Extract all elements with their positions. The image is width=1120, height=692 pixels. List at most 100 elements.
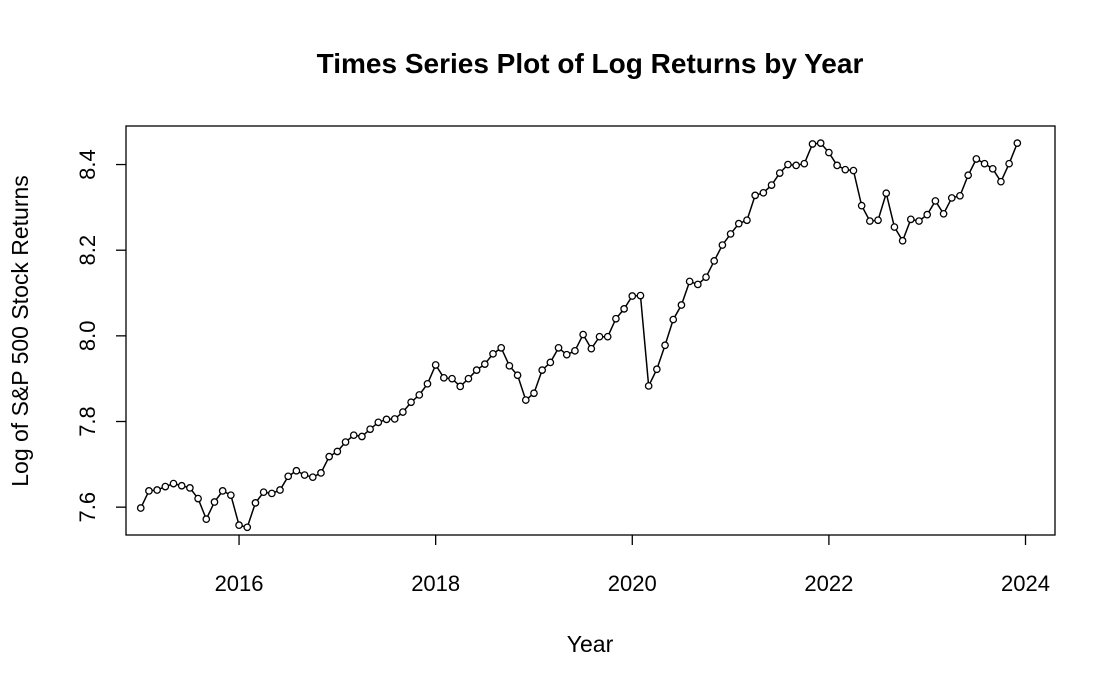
- data-point: [685, 277, 694, 286]
- data-point: [612, 314, 620, 323]
- data-point: [358, 432, 366, 441]
- data-point: [931, 197, 940, 205]
- data-point: [874, 216, 882, 225]
- data-point: [784, 160, 792, 169]
- data-point: [513, 371, 522, 380]
- data-point: [710, 257, 719, 265]
- data-point: [145, 487, 153, 495]
- data-point: [530, 389, 538, 398]
- data-point: [202, 515, 211, 524]
- data-point: [980, 159, 989, 168]
- data-point: [636, 291, 645, 300]
- data-point: [743, 216, 751, 225]
- data-point: [661, 341, 669, 350]
- x-tick-label: 2022: [804, 571, 853, 596]
- data-point: [554, 343, 563, 352]
- data-point: [227, 491, 235, 500]
- data-point: [759, 188, 768, 197]
- data-point: [595, 332, 604, 341]
- x-tick-label: 2024: [1001, 571, 1050, 596]
- data-point: [792, 161, 800, 170]
- data-point: [915, 217, 923, 225]
- data-point: [775, 169, 784, 177]
- data-point: [1013, 139, 1022, 147]
- data-point: [538, 366, 547, 374]
- data-point: [620, 305, 628, 313]
- data-point: [333, 447, 342, 456]
- data-point: [407, 398, 415, 407]
- data-point: [505, 361, 514, 370]
- data-point: [308, 473, 317, 482]
- data-point: [423, 379, 432, 388]
- x-tick-label: 2018: [411, 571, 460, 596]
- x-tick-label: 2016: [215, 571, 264, 596]
- data-point: [390, 415, 399, 423]
- data-point: [497, 343, 506, 352]
- y-tick-label: 8.2: [75, 235, 100, 266]
- data-point: [579, 330, 587, 339]
- data-point: [726, 230, 735, 238]
- data-point: [267, 489, 276, 498]
- data-point: [521, 396, 530, 404]
- data-point: [718, 241, 727, 249]
- data-point: [947, 194, 956, 202]
- y-tick-label: 7.6: [75, 492, 100, 523]
- y-tick-label: 7.8: [75, 406, 100, 437]
- data-point: [259, 488, 268, 497]
- data-point: [136, 504, 145, 512]
- series-line: [140, 142, 1019, 529]
- data-point: [153, 486, 161, 494]
- data-point: [382, 415, 391, 424]
- data-point: [988, 164, 997, 173]
- data-point: [767, 181, 776, 189]
- data-point: [317, 469, 325, 477]
- data-point: [546, 358, 555, 367]
- data-point: [1005, 159, 1013, 168]
- data-point: [218, 487, 227, 495]
- data-point: [431, 361, 440, 369]
- x-axis-label: Year: [567, 631, 614, 657]
- data-point: [448, 374, 456, 383]
- data-point: [808, 140, 817, 148]
- data-point: [906, 215, 915, 224]
- x-tick-label: 2020: [608, 571, 657, 596]
- data-point: [472, 366, 481, 374]
- data-point: [587, 344, 596, 353]
- data-point: [489, 349, 497, 358]
- data-point: [374, 418, 383, 427]
- data-point: [284, 472, 293, 481]
- data-point: [251, 499, 260, 507]
- data-point: [972, 155, 981, 163]
- data-point: [866, 217, 874, 225]
- data-point: [669, 315, 678, 324]
- data-point-markers: [136, 139, 1022, 532]
- data-point: [349, 431, 358, 440]
- data-point: [161, 482, 170, 491]
- data-point: [628, 292, 637, 300]
- y-axis-label: Log of S&P 500 Stock Returns: [7, 175, 33, 487]
- data-point: [702, 273, 710, 282]
- data-point: [169, 479, 178, 488]
- data-point: [825, 148, 833, 157]
- data-point: [480, 360, 489, 368]
- data-point: [800, 159, 809, 168]
- y-tick-label: 8.4: [75, 149, 100, 180]
- data-point: [464, 374, 473, 383]
- data-point: [243, 523, 252, 532]
- data-point: [693, 280, 702, 289]
- data-point: [890, 223, 899, 231]
- y-tick-label: 8.0: [75, 321, 100, 352]
- data-point: [923, 210, 932, 219]
- data-point: [186, 484, 194, 492]
- data-point: [276, 486, 284, 494]
- data-point: [325, 452, 334, 461]
- data-point: [939, 209, 948, 218]
- data-point: [653, 365, 661, 374]
- data-point: [751, 191, 760, 200]
- data-point: [841, 165, 850, 174]
- data-point: [956, 191, 964, 200]
- data-point: [210, 498, 219, 506]
- data-point: [399, 408, 407, 416]
- data-point: [300, 471, 309, 479]
